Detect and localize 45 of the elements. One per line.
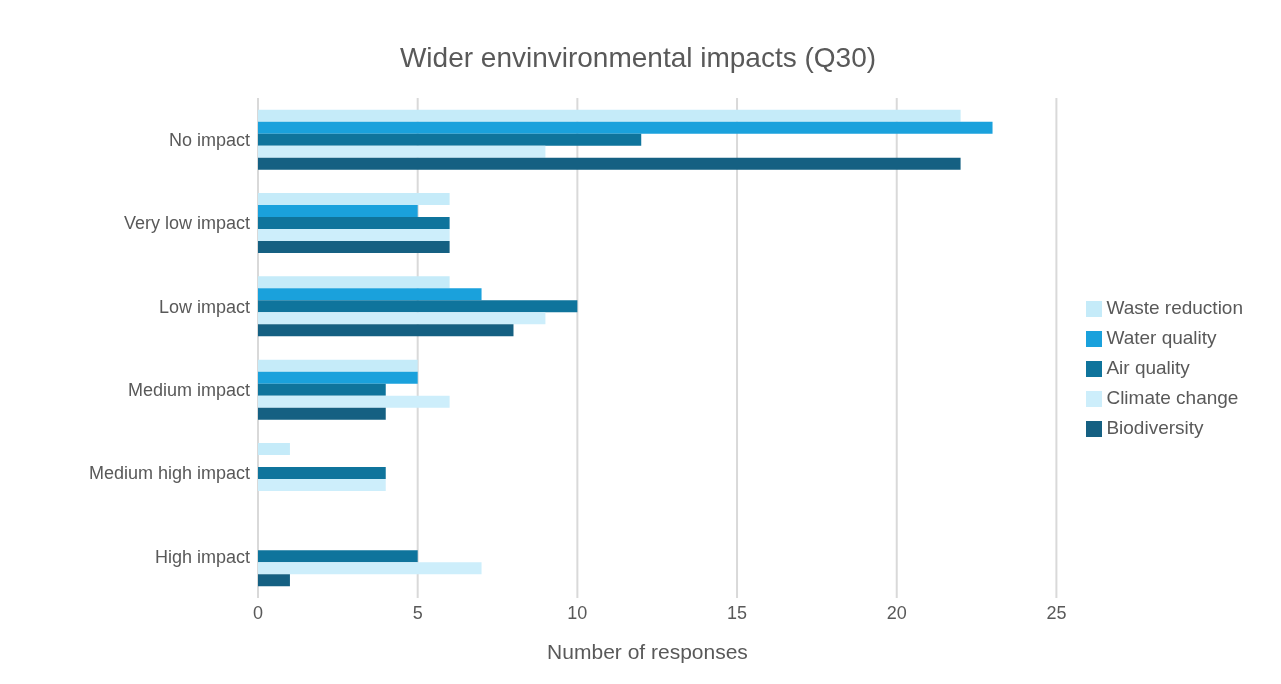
x-tick-label: 5 bbox=[412, 602, 423, 623]
bar bbox=[258, 157, 961, 170]
bar bbox=[258, 407, 386, 420]
bar bbox=[258, 121, 993, 134]
y-tick-label: No impact bbox=[168, 130, 250, 151]
bar bbox=[258, 383, 386, 396]
bar bbox=[258, 145, 546, 158]
bar bbox=[258, 276, 450, 289]
bar bbox=[258, 288, 482, 301]
bar bbox=[258, 562, 482, 575]
bar bbox=[258, 324, 514, 337]
x-tick-label: 0 bbox=[252, 602, 264, 623]
x-tick-label: 15 bbox=[727, 602, 748, 623]
bar bbox=[258, 241, 450, 253]
legend-label: Biodiversity bbox=[1106, 417, 1204, 438]
bar bbox=[258, 574, 290, 587]
bar bbox=[258, 371, 418, 384]
y-tick-label: High impact bbox=[154, 546, 250, 567]
y-tick-label: Low impact bbox=[158, 296, 250, 317]
y-tick-label: Medium high impact bbox=[88, 463, 250, 484]
x-tick-label: 20 bbox=[886, 602, 907, 623]
legend-label: Climate change bbox=[1106, 387, 1239, 408]
y-tick-label: Very low impact bbox=[123, 213, 250, 234]
legend-label: Waste reduction bbox=[1106, 297, 1243, 318]
bar bbox=[258, 395, 450, 408]
bar bbox=[258, 300, 578, 313]
x-tick-label: 25 bbox=[1046, 602, 1067, 623]
bar bbox=[258, 217, 450, 229]
y-tick-label: Medium impact bbox=[127, 380, 250, 401]
bar bbox=[258, 312, 546, 325]
legend-label: Water quality bbox=[1106, 327, 1217, 348]
x-tick-label: 10 bbox=[567, 602, 588, 623]
bar bbox=[258, 479, 386, 491]
bar bbox=[258, 359, 418, 372]
bar bbox=[258, 205, 418, 217]
bar bbox=[258, 443, 290, 455]
legend-label: Air quality bbox=[1106, 357, 1190, 378]
bar bbox=[258, 467, 386, 479]
chart-title: Wider envinvironmental impacts (Q30) bbox=[398, 42, 878, 74]
bar bbox=[258, 193, 450, 205]
bar bbox=[258, 109, 961, 122]
bar bbox=[258, 133, 642, 146]
bar bbox=[258, 229, 450, 241]
x-axis-title: Number of responses bbox=[546, 640, 749, 664]
bar bbox=[258, 550, 418, 563]
